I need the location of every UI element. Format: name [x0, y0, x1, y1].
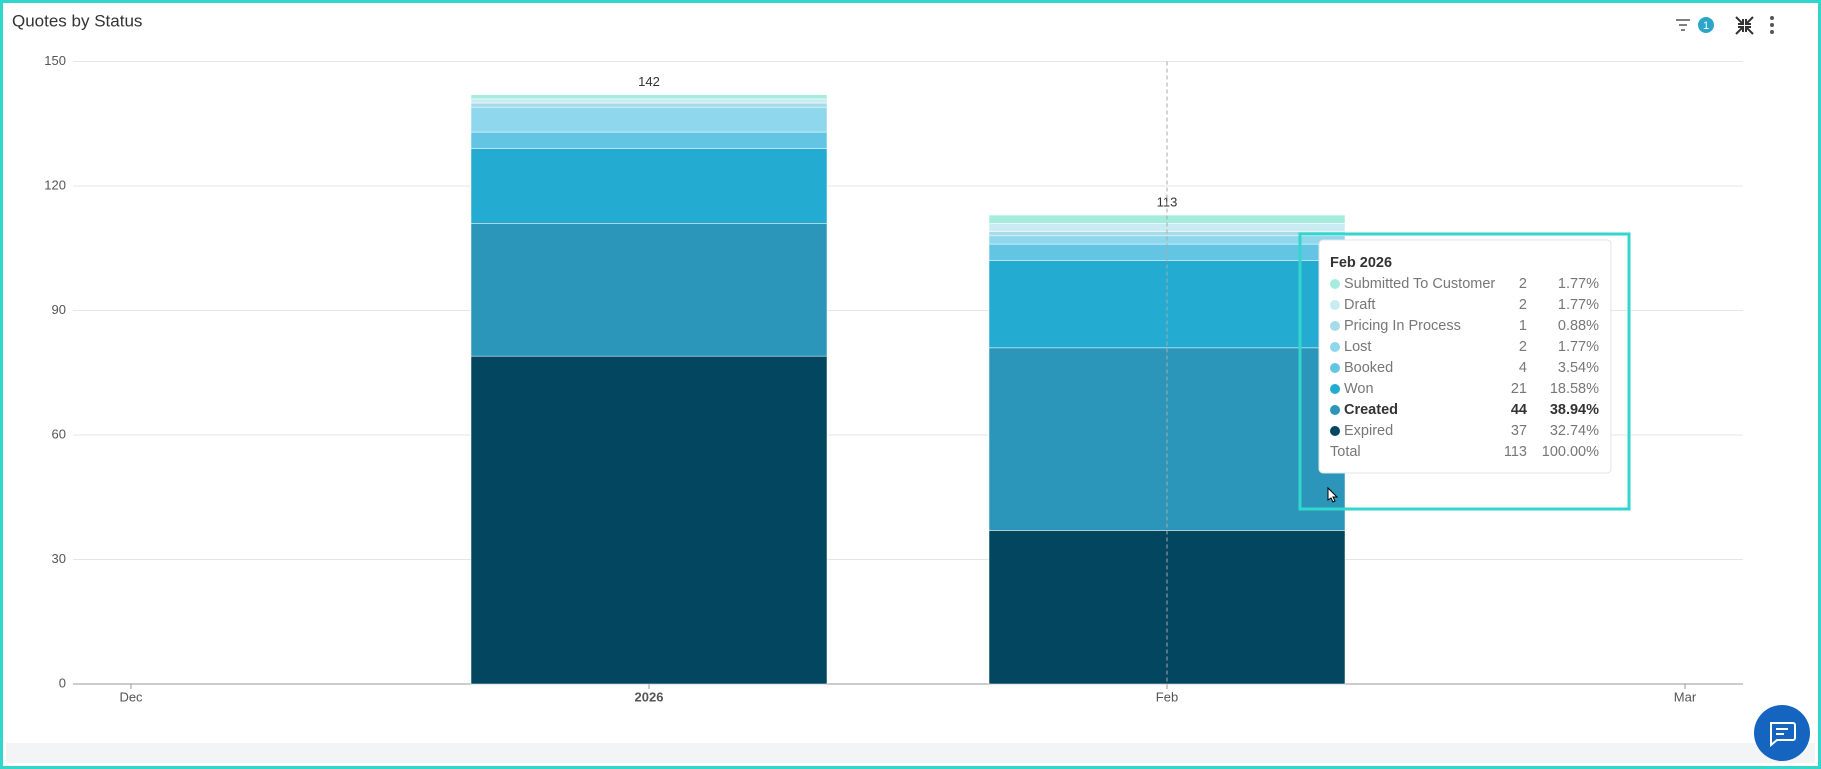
tooltip-value: 37: [1511, 423, 1527, 439]
y-tick-label: 30: [52, 551, 66, 566]
tooltip-dot: [1330, 300, 1340, 310]
tooltip-percent: 1.77%: [1558, 276, 1599, 292]
tooltip-dot: [1330, 384, 1340, 394]
chat-icon: [1770, 722, 1796, 748]
tooltip-series-name: Booked: [1344, 360, 1393, 376]
tooltip-series-name: Pricing In Process: [1344, 318, 1461, 334]
footer-band: [6, 743, 1815, 763]
tooltip-series-name: Lost: [1344, 339, 1371, 355]
tooltip-box: [1318, 239, 1612, 474]
tooltip-percent: 32.74%: [1550, 423, 1599, 439]
chart-title: Quotes by Status: [12, 11, 142, 30]
tooltip-percent: 1.77%: [1558, 339, 1599, 355]
tooltip-percent: 0.88%: [1558, 318, 1599, 334]
x-tick-label: Dec: [119, 689, 143, 704]
bar-segment: [470, 131, 828, 149]
tooltip-series-name: Submitted To Customer: [1344, 276, 1495, 292]
more-button[interactable]: [1770, 16, 1774, 34]
tooltip-value: 21: [1511, 381, 1527, 397]
tooltip-series-name: Won: [1344, 381, 1374, 397]
tooltip-series-name: Expired: [1344, 423, 1393, 439]
x-tick-label: 2026: [635, 689, 664, 704]
tooltip-value: 2: [1519, 297, 1527, 313]
tooltip-percent: 18.58%: [1550, 381, 1599, 397]
chat-button[interactable]: [1754, 705, 1810, 761]
bar-segment: [470, 106, 828, 133]
collapse-button[interactable]: [1735, 16, 1754, 35]
tooltip-dot: [1330, 321, 1340, 331]
x-tick-label: Feb: [1156, 689, 1178, 704]
tooltip-series-name: Created: [1344, 402, 1398, 418]
tooltip-percent: 3.54%: [1558, 360, 1599, 376]
x-tick-label: Mar: [1674, 689, 1697, 704]
tooltip-percent: 38.94%: [1550, 402, 1599, 418]
bar-segment: [470, 98, 828, 104]
bar-segment: [470, 223, 828, 357]
tooltip-dot: [1330, 405, 1340, 415]
tooltip-value: 4: [1519, 360, 1527, 376]
bar-total-label: 142: [638, 74, 660, 89]
y-tick-label: 90: [52, 302, 66, 317]
tooltip-value: 2: [1519, 276, 1527, 292]
tooltip-value: 1: [1519, 318, 1527, 334]
cursor: [1327, 486, 1339, 503]
tooltip-percent: 1.77%: [1558, 297, 1599, 313]
hover-highlight: [1298, 232, 1631, 511]
tooltip-dot: [1330, 342, 1340, 352]
tooltip-series-name: Draft: [1344, 297, 1375, 313]
tooltip-total-percent: 100.00%: [1542, 444, 1599, 460]
tooltip-dot: [1330, 279, 1340, 289]
collapse-icon: [1735, 16, 1754, 35]
bar-segment: [470, 148, 828, 224]
y-tick-label: 120: [44, 177, 66, 192]
tooltip-total-value: 113: [1504, 444, 1527, 460]
tooltip-dot: [1330, 363, 1340, 373]
y-tick-label: 60: [52, 426, 66, 441]
filter-badge: [1698, 17, 1714, 33]
tooltip-title: Feb 2026: [1330, 255, 1392, 271]
dot: [1770, 16, 1774, 20]
bar-segment: [470, 94, 828, 100]
tooltip-value: 2: [1519, 339, 1527, 355]
y-tick-label: 150: [44, 53, 66, 68]
tooltip-value: 44: [1511, 402, 1527, 418]
tooltip-dot: [1330, 426, 1340, 436]
bar-segment: [470, 355, 828, 685]
dot: [1770, 30, 1774, 34]
tooltip-total-label: Total: [1330, 444, 1361, 460]
y-tick-label: 0: [59, 675, 66, 690]
dot: [1770, 23, 1774, 27]
filter-icon: [1676, 19, 1690, 31]
filter-button[interactable]: 1: [1676, 17, 1714, 33]
filter-count: 1: [1703, 20, 1709, 32]
bar-segment: [470, 102, 828, 108]
